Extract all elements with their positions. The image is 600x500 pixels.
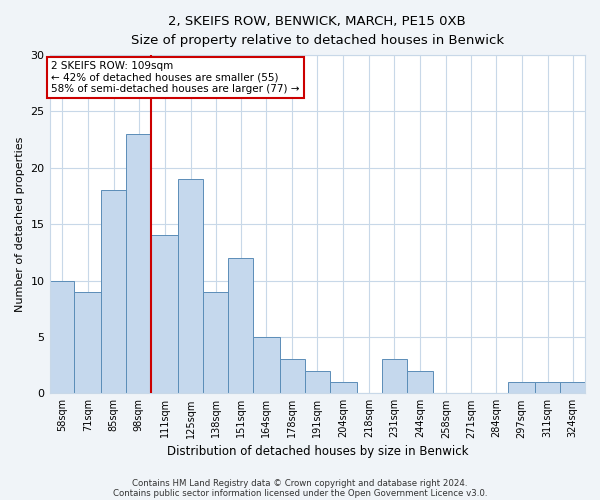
Bar bbox=[407, 371, 433, 394]
Y-axis label: Number of detached properties: Number of detached properties bbox=[15, 136, 25, 312]
Bar bbox=[74, 292, 101, 394]
Bar bbox=[50, 280, 74, 394]
Bar bbox=[151, 236, 178, 394]
Title: 2, SKEIFS ROW, BENWICK, MARCH, PE15 0XB
Size of property relative to detached ho: 2, SKEIFS ROW, BENWICK, MARCH, PE15 0XB … bbox=[131, 15, 504, 47]
Text: 2 SKEIFS ROW: 109sqm
← 42% of detached houses are smaller (55)
58% of semi-detac: 2 SKEIFS ROW: 109sqm ← 42% of detached h… bbox=[52, 60, 300, 94]
Text: Contains HM Land Registry data © Crown copyright and database right 2024.: Contains HM Land Registry data © Crown c… bbox=[132, 478, 468, 488]
Bar bbox=[228, 258, 253, 394]
Bar bbox=[508, 382, 535, 394]
Bar bbox=[203, 292, 228, 394]
X-axis label: Distribution of detached houses by size in Benwick: Distribution of detached houses by size … bbox=[167, 444, 468, 458]
Bar bbox=[382, 360, 407, 394]
Bar bbox=[305, 371, 330, 394]
Text: Contains public sector information licensed under the Open Government Licence v3: Contains public sector information licen… bbox=[113, 488, 487, 498]
Bar bbox=[280, 360, 305, 394]
Bar bbox=[560, 382, 585, 394]
Bar bbox=[330, 382, 356, 394]
Bar bbox=[101, 190, 127, 394]
Bar bbox=[127, 134, 151, 394]
Bar bbox=[535, 382, 560, 394]
Bar bbox=[253, 337, 280, 394]
Bar bbox=[178, 179, 203, 394]
